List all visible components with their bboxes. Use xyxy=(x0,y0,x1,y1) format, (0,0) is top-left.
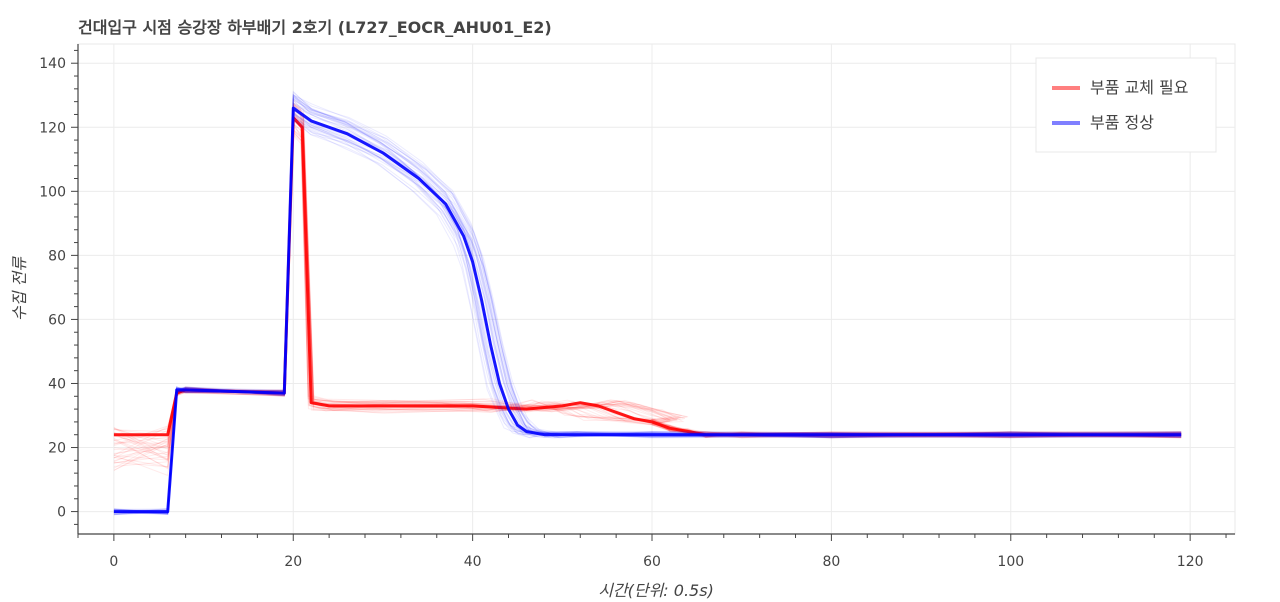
series-trace xyxy=(113,115,1182,513)
series-trace xyxy=(113,114,1182,454)
series-trace xyxy=(113,108,1182,513)
series-trace xyxy=(113,116,1182,515)
series-trace xyxy=(113,113,1182,470)
series-trace xyxy=(113,104,1182,471)
series-trace xyxy=(113,94,1182,516)
series-trace xyxy=(113,102,1182,457)
series-trace xyxy=(113,112,1182,477)
x-tick-label: 100 xyxy=(997,554,1024,570)
series-trace xyxy=(113,113,1182,437)
series-line-normal xyxy=(113,106,1182,514)
series-trace xyxy=(113,108,1182,512)
series-layer xyxy=(113,90,1182,516)
series-trace xyxy=(113,112,1182,512)
x-tick-label: 60 xyxy=(643,554,661,570)
series-trace xyxy=(113,109,1182,451)
series-trace xyxy=(113,108,1182,462)
y-tick-label: 140 xyxy=(39,56,66,72)
series-trace xyxy=(113,113,1182,513)
series-trace xyxy=(113,130,1182,450)
y-tick-label: 40 xyxy=(48,376,66,392)
series-trace xyxy=(113,95,1182,513)
x-axis-label: 시간(단위: 0.5s) xyxy=(598,581,714,600)
series-trace xyxy=(113,118,1182,514)
series-trace xyxy=(113,122,1182,454)
series-trace xyxy=(113,91,1182,514)
series-trace xyxy=(113,95,1182,512)
series-trace xyxy=(113,115,1182,448)
series-trace xyxy=(113,113,1182,513)
y-tick-label: 20 xyxy=(48,441,66,457)
series-trace xyxy=(113,104,1182,440)
y-tick-label: 100 xyxy=(39,184,66,200)
series-trace xyxy=(113,105,1182,515)
series-trace xyxy=(113,118,1182,515)
y-tick-label: 120 xyxy=(39,120,66,136)
series-trace xyxy=(113,110,1182,455)
series-trace xyxy=(113,110,1182,510)
series-trace xyxy=(113,94,1182,514)
series-trace xyxy=(113,102,1182,456)
y-tick-label: 60 xyxy=(48,312,66,328)
series-trace xyxy=(113,112,1182,515)
x-tick-label: 120 xyxy=(1177,554,1204,570)
series-trace xyxy=(113,94,1182,516)
series-trace xyxy=(113,96,1182,514)
series-trace xyxy=(113,93,1182,514)
series-group-normal xyxy=(113,90,1182,516)
series-trace xyxy=(113,104,1182,464)
series-group-replace xyxy=(113,98,1182,477)
series-trace xyxy=(113,102,1182,515)
series-trace xyxy=(113,97,1182,513)
series-trace xyxy=(113,101,1182,515)
axes-layer: 0 20 40 60 80 100 120 140 0 20 40 60 80 100 120 xyxy=(39,44,1235,570)
series-trace xyxy=(113,99,1182,513)
series-trace xyxy=(113,116,1182,514)
series-trace xyxy=(113,90,1182,516)
series-trace xyxy=(113,106,1182,438)
series-trace xyxy=(113,112,1182,515)
series-trace xyxy=(113,99,1182,515)
series-trace xyxy=(113,104,1182,514)
series-trace xyxy=(113,97,1182,512)
series-trace xyxy=(113,93,1182,513)
y-tick-label: 0 xyxy=(57,505,66,521)
y-axis-label: 수집 전류 xyxy=(10,256,29,321)
y-tick-label: 80 xyxy=(48,248,66,264)
series-line-replace xyxy=(113,116,1182,437)
grid-layer xyxy=(78,44,1235,534)
series-trace xyxy=(113,97,1182,514)
legend[interactable]: 부품 교체 필요 부품 정상 xyxy=(1035,57,1217,153)
chart-title: 건대입구 시점 승강장 하부배기 2호기 (L727_EOCR_AHU01_E2… xyxy=(78,18,552,37)
x-tick-label: 20 xyxy=(284,554,302,570)
series-trace xyxy=(113,111,1182,450)
legend-label-normal: 부품 정상 xyxy=(1090,113,1154,132)
series-trace xyxy=(113,105,1182,516)
series-trace xyxy=(113,116,1182,515)
series-trace xyxy=(113,102,1182,515)
series-trace xyxy=(113,108,1182,514)
x-tick-label: 40 xyxy=(464,554,482,570)
series-trace xyxy=(113,121,1182,445)
legend-label-replace: 부품 교체 필요 xyxy=(1090,78,1189,97)
x-tick-label: 80 xyxy=(822,554,840,570)
x-tick-label: 0 xyxy=(109,554,118,570)
series-trace xyxy=(113,118,1182,515)
series-trace xyxy=(113,108,1182,512)
series-trace xyxy=(113,93,1182,516)
legend-box xyxy=(1035,57,1217,153)
series-trace xyxy=(113,113,1182,514)
